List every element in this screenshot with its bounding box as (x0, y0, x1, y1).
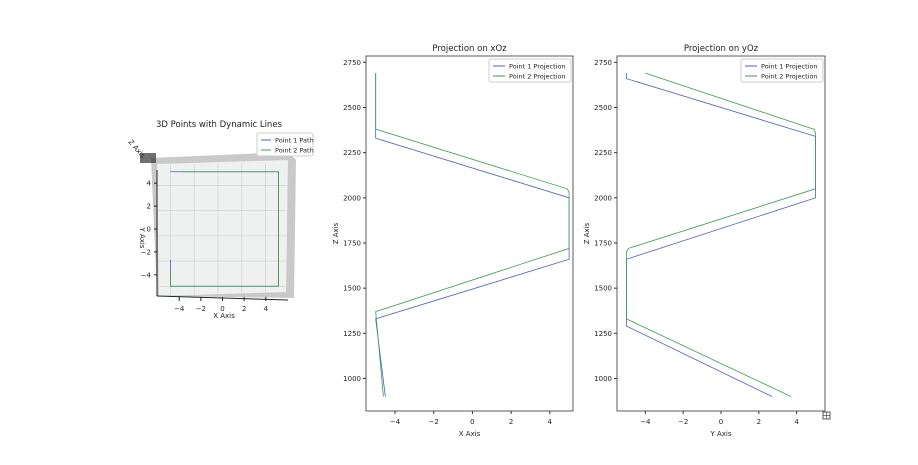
y-axis-label: Y Axis (138, 226, 146, 248)
y-tick-label: 1750 (343, 239, 361, 247)
y-tick-label: 2750 (343, 59, 361, 67)
plot-area (365, 55, 574, 412)
y-tick-label: 1000 (594, 375, 612, 383)
chart-title: 3D Points with Dynamic Lines (156, 120, 283, 130)
x-tick-label: −4 (390, 418, 401, 426)
x-tick-label: 0 (719, 418, 723, 426)
x-tick-label: 2 (242, 305, 246, 313)
y-tick-label: 2250 (594, 149, 612, 157)
x-axis-label: X Axis (213, 312, 235, 320)
legend-label: Point 1 Projection (761, 63, 818, 71)
y-tick-label: 2500 (594, 104, 612, 112)
x-tick-label: −2 (196, 305, 206, 313)
y-tick-label: 1250 (343, 330, 361, 338)
y-tick-label: 1250 (594, 330, 612, 338)
y-tick-label: 1500 (343, 285, 361, 293)
series-line (626, 72, 816, 397)
y-tick-label: 2500 (343, 104, 361, 112)
x-axis-label: X Axis (459, 430, 481, 438)
x-tick-label: 2 (757, 418, 761, 426)
y-tick-label: 2000 (343, 194, 361, 202)
x-tick-label: 0 (470, 418, 474, 426)
x-tick-label: 4 (548, 418, 553, 426)
chart-title: Projection on yOz (684, 44, 759, 54)
y-axis-label: Z Axis (583, 222, 591, 244)
y-tick-label: −2 (141, 248, 151, 256)
y-tick-label: 2 (147, 203, 151, 211)
y-tick-label: 2250 (343, 149, 361, 157)
z-tick-labels-cluster (140, 153, 156, 163)
legend-label: Point 2 Path (275, 147, 314, 155)
x-tick-label: −2 (429, 418, 439, 426)
chart-title: Projection on xOz (432, 44, 507, 54)
series-line (626, 73, 816, 397)
x-tick-label: 4 (794, 418, 799, 426)
y-axis-label: Z Axis (332, 222, 340, 244)
y-tick-label: 1000 (343, 375, 361, 383)
x-tick-label: −4 (174, 305, 185, 313)
legend-label: Point 1 Path (275, 137, 314, 145)
y-tick-label: 2750 (594, 59, 612, 67)
series-line (375, 73, 570, 397)
x-tick-label: 0 (220, 305, 224, 313)
legend (740, 58, 824, 83)
pane-floor (157, 160, 288, 296)
series-line (170, 171, 279, 287)
y-tick-label: −4 (141, 271, 152, 279)
x-tick-label: 2 (509, 418, 513, 426)
legend-label: Point 1 Projection (509, 63, 566, 71)
legend-label: Point 2 Projection (761, 73, 818, 81)
y-tick-label: 4 (147, 180, 152, 188)
y-tick-label: 1500 (594, 285, 612, 293)
x-tick-label: −4 (640, 418, 651, 426)
y-tick-label: 0 (147, 226, 151, 234)
x-axis-label: Y Axis (709, 430, 731, 438)
legend (488, 58, 572, 83)
legend-label: Point 2 Projection (509, 73, 566, 81)
plot-area (616, 55, 826, 412)
y-tick-label: 1750 (594, 239, 612, 247)
x-tick-label: 4 (264, 305, 269, 313)
y-tick-label: 2000 (594, 194, 612, 202)
grid-toggle-icon[interactable] (822, 411, 831, 420)
x-tick-label: −2 (678, 418, 688, 426)
